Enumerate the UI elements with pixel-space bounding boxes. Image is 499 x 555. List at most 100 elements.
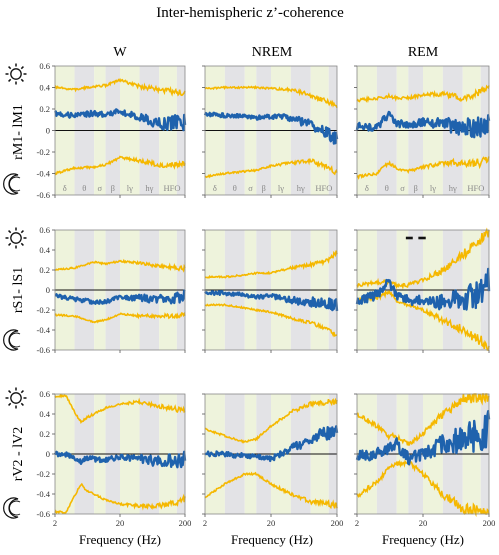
y-tick-label: 0 [46, 449, 50, 459]
band-label: σ [248, 183, 253, 193]
ci-lower-line [54, 311, 186, 324]
y-tick-label: -0.4 [37, 489, 51, 499]
band-label: δ [213, 183, 217, 193]
ci-upper-line [356, 84, 490, 104]
band-label: HFO [164, 183, 181, 193]
band-label: δ [365, 183, 369, 193]
y-tick-label: -0.2 [37, 469, 50, 479]
band-label: hγ [449, 183, 457, 193]
moon-inner-arc [8, 500, 21, 516]
sun-icon [5, 387, 27, 409]
band-label: σ [98, 183, 103, 193]
sun-ray [8, 66, 12, 70]
sun-ray [20, 78, 24, 82]
ci-lower-line [204, 303, 338, 338]
ci-upper-line [204, 397, 338, 444]
mean-coherence-line [54, 289, 186, 305]
x-tick-label: 20 [116, 518, 125, 528]
sun-ray [8, 230, 12, 234]
y-tick-label: 0.2 [39, 104, 50, 114]
y-tick-label: -0.4 [37, 325, 51, 335]
ci-lower-line [54, 155, 186, 176]
y-tick-label: 0.4 [39, 409, 50, 419]
column-title-rem: REM [408, 45, 439, 60]
column-title-nrem: NREM [252, 45, 293, 60]
ci-lower-line [356, 458, 490, 518]
band-label: HFO [467, 183, 484, 193]
sun-ray [20, 390, 24, 394]
ci-upper-line [54, 393, 186, 425]
sun-ray [8, 390, 12, 394]
panel-rm1lm1-rem: δ θ σ β lγ hγ HFO [354, 65, 491, 198]
x-tick-label: 2 [355, 518, 359, 528]
y-tick-label: 0.6 [39, 61, 50, 71]
mean-coherence-line [204, 425, 339, 463]
x-axis-label-rem: Frequency (Hz) [382, 532, 464, 547]
x-tick-label: 2 [203, 518, 207, 528]
mean-coherence-line [355, 110, 491, 139]
panel-rm1lm1-w: 0.6 0.4 0.2 0 -0.2 -0.4 -0.6 δ θ σ β lγ hγ HFO [37, 61, 187, 200]
x-tick-label: 20 [419, 518, 428, 528]
y-tick-label: 0.2 [39, 265, 50, 275]
ci-upper-line [54, 258, 186, 273]
x-tick-label: 20 [267, 518, 276, 528]
sun-ray [20, 230, 24, 234]
ci-lower-line [204, 471, 338, 510]
ci-upper-line [356, 393, 490, 446]
y-tick-label: -0.6 [37, 345, 50, 355]
sun-ray [20, 402, 24, 406]
row-label-m1: rM1- lM1 [11, 104, 26, 160]
panel-rv2lv2-rem: 2 20 200 [354, 393, 495, 528]
mean-coherence-line [355, 267, 491, 311]
band-label: β [414, 183, 418, 193]
figure-title: Inter-hemispheric z’-coherence [156, 5, 344, 21]
panel-rs1ls1-nrem [202, 229, 339, 353]
mean-coherence-line [54, 108, 187, 132]
x-axis-label-nrem: Frequency (Hz) [231, 532, 313, 547]
icons-layer [3, 63, 27, 519]
column-title-w: W [113, 45, 127, 60]
sun-ray [20, 66, 24, 70]
band-label: lγ [127, 183, 133, 193]
y-tick-label: -0.6 [37, 509, 50, 519]
ci-upper-line [204, 250, 338, 279]
ci-lower-line [54, 482, 186, 515]
moon-inner-arc [8, 176, 21, 192]
band-label: β [111, 183, 115, 193]
sun-disc [10, 392, 22, 404]
y-tick-label: -0.4 [37, 169, 51, 179]
y-tick-label: 0.4 [39, 83, 50, 93]
moon-icon [3, 173, 21, 195]
band-label: hγ [145, 183, 153, 193]
panel-rs1ls1-w: 0.6 0.4 0.2 0 -0.2 -0.4 -0.6 [37, 225, 186, 355]
x-tick-label: 200 [179, 518, 192, 528]
sun-icon [5, 63, 27, 85]
sun-ray [20, 242, 24, 246]
band-label: θ [233, 183, 237, 193]
y-tick-label: -0.2 [37, 147, 50, 157]
panel-rs1ls1-rem [354, 227, 491, 353]
y-tick-label: 0.2 [39, 429, 50, 439]
band-label: lγ [278, 183, 284, 193]
y-tick-label: -0.2 [37, 305, 50, 315]
sun-ray [8, 402, 12, 406]
band-label: hγ [297, 183, 305, 193]
sun-ray [8, 242, 12, 246]
sun-icon [5, 227, 27, 249]
y-tick-label: -0.6 [37, 190, 50, 200]
panel-rm1lm1-nrem: δ θ σ β lγ hγ HFO [202, 65, 339, 198]
sun-ray [8, 78, 12, 82]
ci-lower-line [356, 156, 490, 180]
row-label-v2: rV2 - lV2 [11, 427, 26, 481]
mean-coherence-line [204, 290, 339, 312]
panel-rv2lv2-nrem: 2 20 200 [202, 393, 344, 528]
x-tick-label: 200 [331, 518, 344, 528]
y-tick-label: 0 [46, 285, 50, 295]
moon-icon [3, 497, 21, 519]
ci-upper-line [356, 227, 490, 290]
mean-coherence-line [355, 410, 491, 466]
band-label: θ [385, 183, 389, 193]
ci-upper-line [54, 77, 186, 97]
